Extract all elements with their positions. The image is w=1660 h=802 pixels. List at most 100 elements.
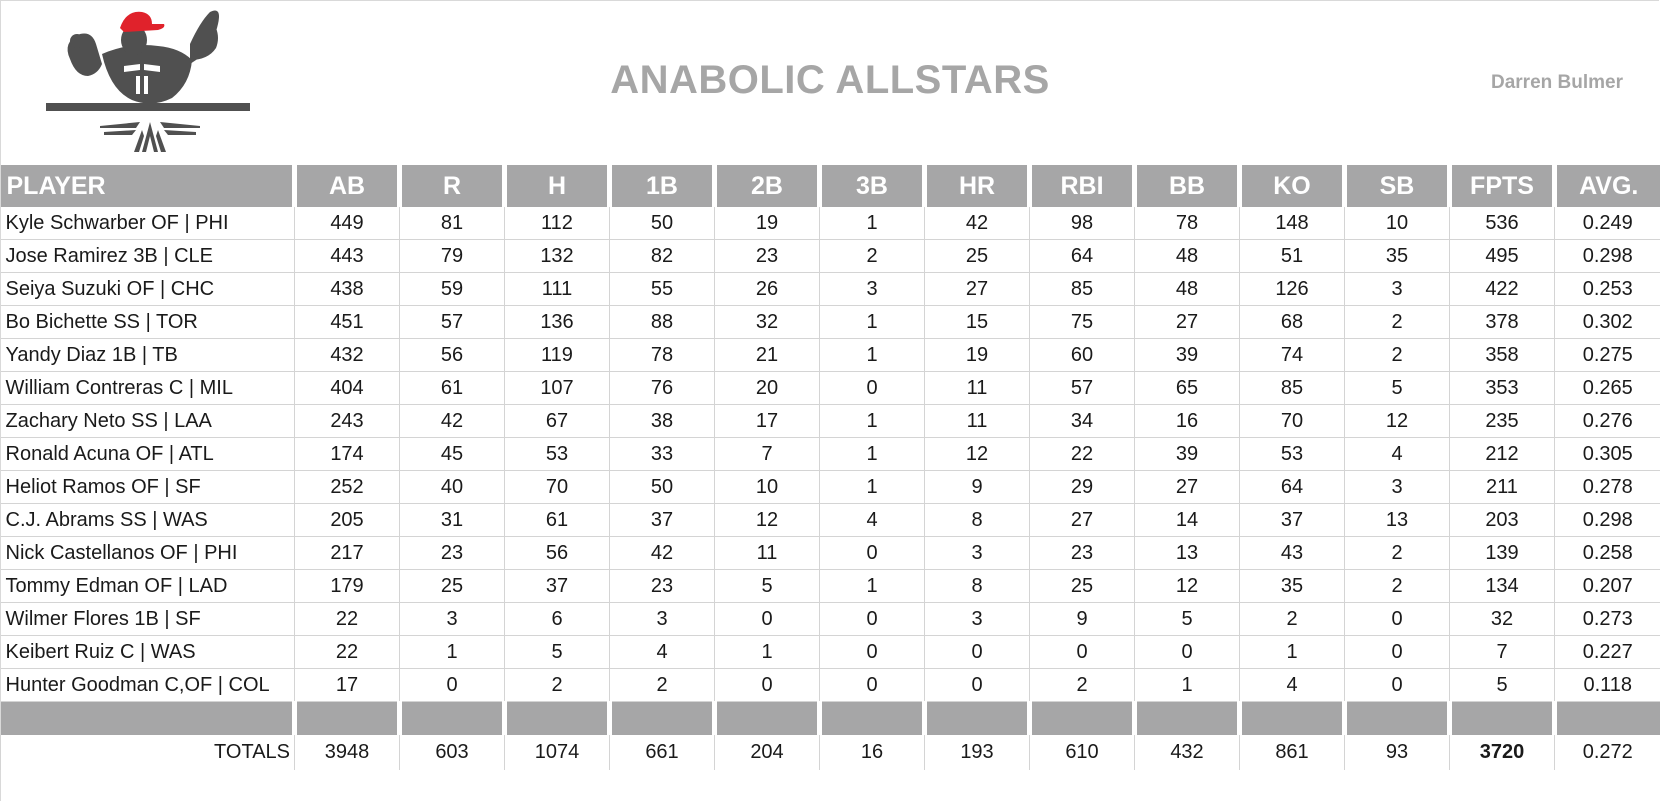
- player-name: Bo Bichette SS | TOR: [0, 305, 295, 339]
- table-row: Jose Ramirez 3B | CLE 443 79 132 82 23 2 25 64 48…: [0, 239, 1660, 273]
- spacer-cell: [292, 701, 400, 735]
- stat-cell: 3: [399, 602, 505, 636]
- stat-cell: 27: [1134, 305, 1240, 339]
- column-header[interactable]: SB: [1342, 165, 1450, 207]
- stat-cell: 179: [294, 569, 400, 603]
- stat-cell: 1: [819, 569, 925, 603]
- stat-cell: 17: [714, 404, 820, 438]
- stat-cell: 31: [399, 503, 505, 537]
- stat-cell: 2: [819, 239, 925, 273]
- stat-cell: 13: [1134, 536, 1240, 570]
- stat-cell: 132: [504, 239, 610, 273]
- column-header[interactable]: HR: [922, 165, 1030, 207]
- stat-cell: 5: [714, 569, 820, 603]
- stat-cell: 0.207: [1554, 569, 1660, 603]
- stat-cell: 48: [1134, 272, 1240, 306]
- stat-cell: 205: [294, 503, 400, 537]
- column-header[interactable]: PLAYER: [0, 165, 295, 207]
- stat-cell: 14: [1134, 503, 1240, 537]
- stat-cell: 50: [609, 207, 715, 240]
- stat-cell: 3: [609, 602, 715, 636]
- column-header[interactable]: RBI: [1027, 165, 1135, 207]
- column-header[interactable]: KO: [1237, 165, 1345, 207]
- column-header[interactable]: AVG.: [1552, 165, 1660, 207]
- stat-cell: 0: [1344, 635, 1450, 669]
- spacer-cell: [922, 701, 1030, 735]
- stat-cell: 1: [819, 338, 925, 372]
- stat-cell: 2: [1344, 569, 1450, 603]
- total-cell: 93: [1344, 735, 1450, 770]
- stat-cell: 25: [399, 569, 505, 603]
- stat-cell: 78: [1134, 207, 1240, 240]
- stat-cell: 74: [1239, 338, 1345, 372]
- stat-cell: 1: [819, 437, 925, 471]
- stat-cell: 0.298: [1554, 239, 1660, 273]
- stat-cell: 11: [924, 404, 1030, 438]
- team-logo: [46, 10, 250, 152]
- total-cell: 0.272: [1554, 735, 1660, 770]
- player-name: C.J. Abrams SS | WAS: [0, 503, 295, 537]
- table-header-row: PLAYER AB R H 1B 2B 3B HR RBI BB KO SB FPTS AVG.: [0, 165, 1660, 207]
- stat-cell: 81: [399, 207, 505, 240]
- total-cell: 1074: [504, 735, 610, 770]
- stat-cell: 37: [504, 569, 610, 603]
- stat-cell: 1: [1134, 668, 1240, 702]
- player-name: Ronald Acuna OF | ATL: [0, 437, 295, 471]
- column-header[interactable]: FPTS: [1447, 165, 1555, 207]
- player-name: Wilmer Flores 1B | SF: [0, 602, 295, 636]
- stat-cell: 61: [504, 503, 610, 537]
- table-row: Tommy Edman OF | LAD 179 25 37 23 5 1 8 25 12 35 2 1…: [0, 569, 1660, 603]
- stat-cell: 38: [609, 404, 715, 438]
- stat-cell: 378: [1449, 305, 1555, 339]
- stat-cell: 11: [714, 536, 820, 570]
- stat-cell: 111: [504, 272, 610, 306]
- stat-cell: 107: [504, 371, 610, 405]
- stat-cell: 404: [294, 371, 400, 405]
- stat-cell: 10: [714, 470, 820, 504]
- stat-cell: 126: [1239, 272, 1345, 306]
- column-header[interactable]: H: [502, 165, 610, 207]
- player-name: Heliot Ramos OF | SF: [0, 470, 295, 504]
- stat-cell: 33: [609, 437, 715, 471]
- stat-cell: 53: [504, 437, 610, 471]
- stat-cell: 39: [1134, 338, 1240, 372]
- stat-cell: 5: [1449, 668, 1555, 702]
- stat-cell: 422: [1449, 272, 1555, 306]
- stat-cell: 5: [1134, 602, 1240, 636]
- stat-cell: 0.298: [1554, 503, 1660, 537]
- column-header[interactable]: BB: [1132, 165, 1240, 207]
- stat-cell: 0: [1344, 602, 1450, 636]
- stat-cell: 0.278: [1554, 470, 1660, 504]
- stat-cell: 2: [1344, 338, 1450, 372]
- stat-cell: 79: [399, 239, 505, 273]
- column-header[interactable]: 3B: [817, 165, 925, 207]
- total-cell: 193: [924, 735, 1030, 770]
- total-cell: 432: [1134, 735, 1240, 770]
- spacer-cell: [607, 701, 715, 735]
- stat-cell: 17: [294, 668, 400, 702]
- stat-cell: 85: [1029, 272, 1135, 306]
- stat-cell: 235: [1449, 404, 1555, 438]
- stat-cell: 25: [1029, 569, 1135, 603]
- stat-cell: 23: [609, 569, 715, 603]
- stat-cell: 5: [1344, 371, 1450, 405]
- stat-cell: 37: [1239, 503, 1345, 537]
- total-cell: 16: [819, 735, 925, 770]
- table-row: Keibert Ruiz C | WAS 22 1 5 4 1 0 0 0 0 1 0 7 0.227: [0, 635, 1660, 669]
- stat-cell: 252: [294, 470, 400, 504]
- stat-cell: 2: [609, 668, 715, 702]
- column-header[interactable]: 1B: [607, 165, 715, 207]
- stat-cell: 42: [609, 536, 715, 570]
- column-header[interactable]: 2B: [712, 165, 820, 207]
- column-header[interactable]: R: [397, 165, 505, 207]
- stat-cell: 21: [714, 338, 820, 372]
- table-row: Kyle Schwarber OF | PHI 449 81 112 50 19 1 42 98…: [0, 207, 1660, 240]
- table-row: Yandy Diaz 1B | TB 432 56 119 78 21 1 19 60 39 74 2…: [0, 338, 1660, 372]
- stat-cell: 8: [924, 569, 1030, 603]
- stat-cell: 1: [819, 207, 925, 240]
- stat-cell: 20: [714, 371, 820, 405]
- stat-cell: 70: [1239, 404, 1345, 438]
- table-row: Wilmer Flores 1B | SF 22 3 6 3 0 0 3 9 5 2 0 32 0.273: [0, 602, 1660, 636]
- column-header[interactable]: AB: [292, 165, 400, 207]
- stat-cell: 22: [1029, 437, 1135, 471]
